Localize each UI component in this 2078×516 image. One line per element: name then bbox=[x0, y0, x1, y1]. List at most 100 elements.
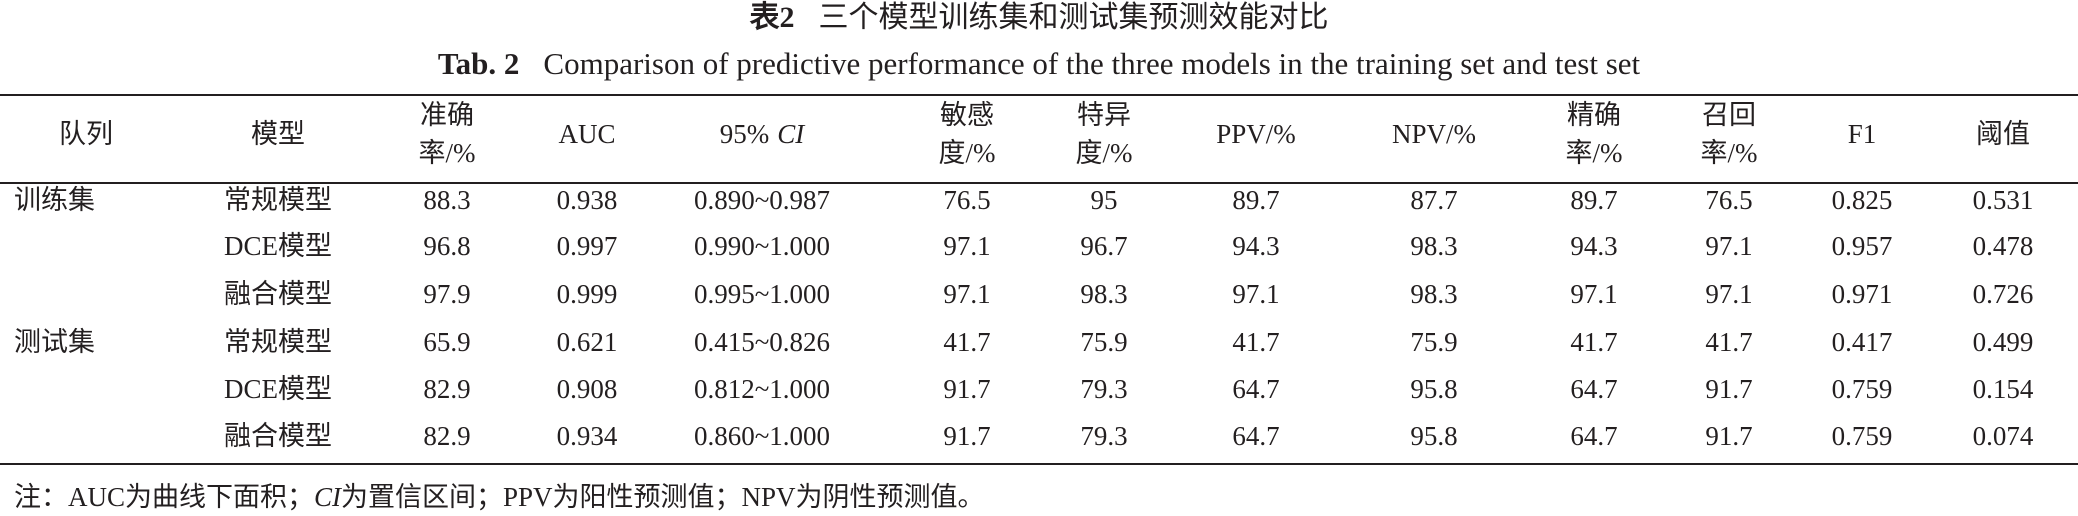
cell: 79.3 bbox=[1080, 421, 1127, 451]
title-label: Tab. 2 bbox=[438, 46, 520, 81]
cell: 64.7 bbox=[1232, 374, 1279, 404]
cell: 常规模型 bbox=[224, 185, 332, 215]
cell: 0.995~1.000 bbox=[694, 279, 830, 309]
cell: 97.9 bbox=[423, 279, 470, 309]
note-text: CI bbox=[314, 482, 343, 512]
cell: 0.726 bbox=[1973, 279, 2034, 309]
cell: 82.9 bbox=[423, 374, 470, 404]
cell: 76.5 bbox=[1705, 185, 1752, 215]
cell: 0.415~0.826 bbox=[694, 327, 830, 357]
cell: 94.3 bbox=[1570, 231, 1617, 261]
column-header: 准确 bbox=[420, 100, 474, 130]
header-part: 95% bbox=[720, 119, 770, 149]
column-header: 召回 bbox=[1702, 100, 1756, 130]
title-text: 三个模型训练集和测试集预测效能对比 bbox=[819, 1, 1329, 34]
cell: 0.417 bbox=[1832, 327, 1893, 357]
cell: 0.499 bbox=[1973, 327, 2034, 357]
cell: 0.990~1.000 bbox=[694, 231, 830, 261]
cell: 88.3 bbox=[423, 185, 470, 215]
cell: 41.7 bbox=[1705, 327, 1752, 357]
cell: 97.1 bbox=[1705, 279, 1752, 309]
cell: 91.7 bbox=[943, 421, 990, 451]
cell: 65.9 bbox=[423, 327, 470, 357]
column-header: 率/% bbox=[1701, 138, 1758, 168]
cell: 97.1 bbox=[943, 231, 990, 261]
column-header: 率/% bbox=[1566, 138, 1623, 168]
column-header: 敏感 bbox=[940, 100, 994, 130]
column-header: 率/% bbox=[419, 138, 476, 168]
cell: 87.7 bbox=[1410, 185, 1457, 215]
cell: 0.999 bbox=[557, 279, 618, 309]
cell: 95.8 bbox=[1410, 421, 1457, 451]
cell: 0.759 bbox=[1832, 374, 1893, 404]
cell: 94.3 bbox=[1232, 231, 1279, 261]
table-note: 注：AUC为曲线下面积；CI为置信区间；PPV为阳性预测值；NPV为阴性预测值。 bbox=[14, 482, 985, 512]
cell: 融合模型 bbox=[224, 421, 332, 451]
table-title-cn: 表2 三个模型训练集和测试集预测效能对比 bbox=[750, 1, 1329, 34]
cell: 98.3 bbox=[1410, 231, 1457, 261]
cell: 89.7 bbox=[1570, 185, 1617, 215]
cell: 95.8 bbox=[1410, 374, 1457, 404]
cell: 91.7 bbox=[943, 374, 990, 404]
column-header: 精确 bbox=[1567, 100, 1621, 130]
note-text: 为置信区间；PPV为阳性预测值；NPV为阴性预测值。 bbox=[341, 482, 985, 512]
cell: 98.3 bbox=[1410, 279, 1457, 309]
cell: 0.890~0.987 bbox=[694, 185, 830, 215]
title-label: 表2 bbox=[750, 1, 795, 34]
cell: 41.7 bbox=[1232, 327, 1279, 357]
row-group: 训练集 bbox=[14, 185, 95, 215]
cell: 0.074 bbox=[1973, 421, 2034, 451]
cell: 0.621 bbox=[557, 327, 618, 357]
cell: 98.3 bbox=[1080, 279, 1127, 309]
column-header: 特异 bbox=[1077, 100, 1131, 130]
cell: 96.8 bbox=[423, 231, 470, 261]
cell: 0.531 bbox=[1973, 185, 2034, 215]
table-title-en: Tab. 2 Comparison of predictive performan… bbox=[438, 46, 1641, 81]
cell: 0.997 bbox=[557, 231, 618, 261]
note-text: 注：AUC为曲线下面积； bbox=[14, 482, 314, 512]
cell: 41.7 bbox=[943, 327, 990, 357]
cell: 41.7 bbox=[1570, 327, 1617, 357]
title-text: Comparison of predictive performance of … bbox=[543, 46, 1640, 81]
cell: DCE模型 bbox=[224, 374, 332, 404]
cell: 97.1 bbox=[1570, 279, 1617, 309]
cell: 0.908 bbox=[557, 374, 618, 404]
cell: 0.154 bbox=[1973, 374, 2034, 404]
cell: 融合模型 bbox=[224, 279, 332, 309]
cell: 76.5 bbox=[943, 185, 990, 215]
cell: 75.9 bbox=[1080, 327, 1127, 357]
cell: 64.7 bbox=[1570, 374, 1617, 404]
cell: 0.860~1.000 bbox=[694, 421, 830, 451]
cell: 0.825 bbox=[1832, 185, 1893, 215]
column-header: PPV/% bbox=[1216, 119, 1296, 149]
cell: 91.7 bbox=[1705, 374, 1752, 404]
column-header: 度/% bbox=[939, 138, 996, 168]
cell: 0.938 bbox=[557, 185, 618, 215]
cell: 97.1 bbox=[1232, 279, 1279, 309]
cell: 82.9 bbox=[423, 421, 470, 451]
column-header: 队列 bbox=[59, 119, 113, 149]
cell: 0.971 bbox=[1832, 279, 1893, 309]
cell: 95 bbox=[1091, 185, 1118, 215]
column-header: AUC bbox=[558, 119, 615, 149]
cell: 64.7 bbox=[1232, 421, 1279, 451]
column-header: F1 bbox=[1848, 119, 1877, 149]
column-header: 95% CI bbox=[720, 119, 807, 149]
cell: DCE模型 bbox=[224, 231, 332, 261]
cell: 64.7 bbox=[1570, 421, 1617, 451]
column-header: 度/% bbox=[1076, 138, 1133, 168]
cell: 97.1 bbox=[943, 279, 990, 309]
row-group: 测试集 bbox=[14, 327, 95, 357]
cell: 0.759 bbox=[1832, 421, 1893, 451]
cell: 常规模型 bbox=[224, 327, 332, 357]
column-header: NPV/% bbox=[1392, 119, 1476, 149]
cell: 97.1 bbox=[1705, 231, 1752, 261]
cell: 89.7 bbox=[1232, 185, 1279, 215]
cell: 0.934 bbox=[557, 421, 618, 451]
cell: 79.3 bbox=[1080, 374, 1127, 404]
cell: 0.478 bbox=[1973, 231, 2034, 261]
column-header: 模型 bbox=[251, 119, 305, 149]
header-part: CI bbox=[777, 119, 806, 149]
cell: 0.812~1.000 bbox=[694, 374, 830, 404]
